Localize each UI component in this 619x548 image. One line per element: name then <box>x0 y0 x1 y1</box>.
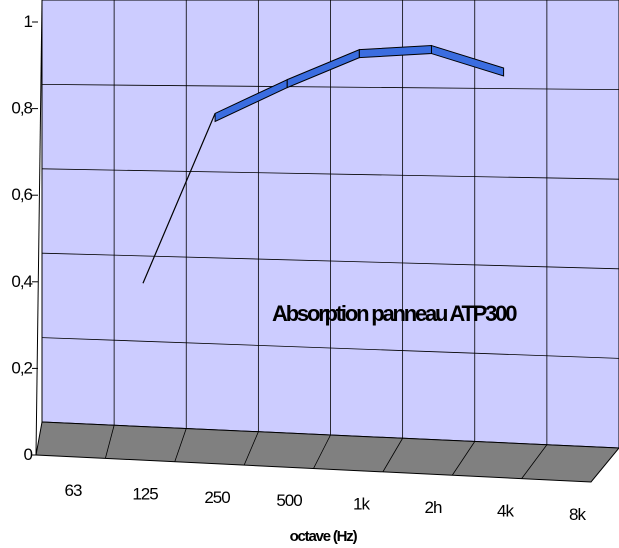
y-axis <box>35 0 43 456</box>
y-tick-label: 0 <box>24 445 33 464</box>
floor-division <box>382 438 403 473</box>
floor-division <box>174 428 187 462</box>
series-ribbon <box>142 44 505 284</box>
y-tick-labels: 0 0,2 0,4 0,6 0,8 1 <box>11 12 38 464</box>
y-tick-label: 0,4 <box>11 272 32 291</box>
x-tick-label: 1k <box>353 495 370 514</box>
floor <box>35 421 619 483</box>
y-tick-label: 0,6 <box>11 185 32 204</box>
chart-annotation: Absorption panneau ATP300 <box>272 301 517 326</box>
series-segment <box>142 113 216 284</box>
y-tick-label: 0,8 <box>11 99 32 118</box>
x-tick-label: 250 <box>204 488 230 507</box>
floor-division <box>104 425 115 459</box>
x-tick-label: 8k <box>569 505 586 524</box>
floor-division <box>313 434 331 469</box>
x-tick-labels: 63 125 250 500 1k 2h 4k 8k <box>65 481 588 524</box>
floor-division <box>451 441 476 476</box>
x-tick-label: 2h <box>425 498 442 517</box>
x-tick-label: 125 <box>132 484 158 503</box>
x-axis-label: octave (Hz) <box>290 528 358 545</box>
floor-division <box>243 431 259 466</box>
x-tick-label: 63 <box>65 481 82 500</box>
x-tick-label: 500 <box>276 491 302 510</box>
vertical-gridlines <box>113 0 548 445</box>
floor-divisions <box>104 425 548 479</box>
y-tick-label: 0,2 <box>11 358 32 377</box>
floor-division <box>521 444 548 479</box>
series-segment <box>430 44 505 77</box>
x-tick-label: 4k <box>497 501 514 520</box>
y-tick-label: 1 <box>24 12 33 31</box>
